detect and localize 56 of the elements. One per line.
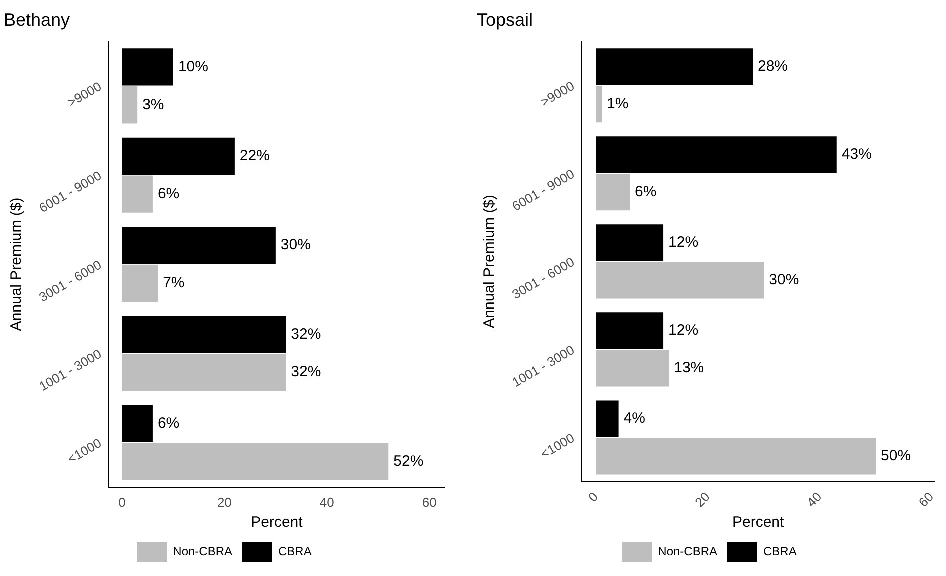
bar <box>122 443 389 480</box>
bar <box>122 48 174 86</box>
data-label: 6% <box>634 183 657 200</box>
data-label: 43% <box>842 146 872 164</box>
data-label: 30% <box>280 236 311 254</box>
data-label: 30% <box>769 272 800 289</box>
data-label: 22% <box>240 148 270 165</box>
bar <box>122 316 286 354</box>
y-tick-label: 1001 - 3000 <box>510 342 578 390</box>
bar <box>122 405 153 442</box>
data-label: 4% <box>624 410 646 428</box>
data-label: 32% <box>291 326 322 343</box>
x-tick-label: 0 <box>118 494 126 510</box>
y-tick-label: 3001 - 6000 <box>36 257 104 305</box>
y-tick-label: <1000 <box>538 430 578 462</box>
y-tick-label: <1000 <box>65 436 104 467</box>
bar <box>122 226 276 264</box>
x-tick-label: 60 <box>916 489 937 510</box>
data-label: 13% <box>674 360 704 377</box>
x-tick-label: 60 <box>422 494 437 510</box>
y-tick-label: 6001 - 9000 <box>36 168 104 216</box>
bar <box>122 354 286 392</box>
chart-title: Bethany <box>4 10 70 30</box>
data-label: 10% <box>178 58 208 76</box>
y-tick-label: 1001 - 3000 <box>36 346 104 394</box>
y-axis-title: Annual Premium ($) <box>8 198 26 332</box>
legend-label: Non-CBRA <box>173 544 233 558</box>
data-label: 7% <box>163 274 185 292</box>
legend-label: CBRA <box>764 544 797 558</box>
bar <box>122 138 235 175</box>
data-label: 52% <box>394 452 424 470</box>
x-tick-label: 20 <box>692 489 713 510</box>
data-label: 32% <box>291 364 322 381</box>
data-label: 6% <box>158 185 180 202</box>
x-tick-label: 0 <box>585 489 602 506</box>
data-label: 6% <box>158 415 180 432</box>
legend-label: CBRA <box>278 544 312 558</box>
bar <box>122 176 153 213</box>
chart-title: Topsail <box>477 10 534 30</box>
x-tick-label: 20 <box>217 494 232 510</box>
data-label: 28% <box>758 58 788 76</box>
data-label: 50% <box>881 448 912 465</box>
x-tick-label: 40 <box>804 489 825 510</box>
y-axis-title: Annual Premium ($) <box>481 194 498 328</box>
bar <box>122 86 138 124</box>
data-label: 1% <box>607 95 629 112</box>
x-tick-label: 40 <box>320 494 334 510</box>
x-axis-title: Percent <box>251 514 304 532</box>
legend-label: Non-CBRA <box>658 544 718 558</box>
data-label: 12% <box>668 322 699 340</box>
data-label: 3% <box>142 96 164 114</box>
x-axis-title: Percent <box>732 514 785 532</box>
y-tick-label: 3001 - 6000 <box>510 254 578 302</box>
y-tick-label: 6001 - 9000 <box>510 166 578 214</box>
bar <box>122 264 158 302</box>
data-label: 12% <box>668 234 699 252</box>
